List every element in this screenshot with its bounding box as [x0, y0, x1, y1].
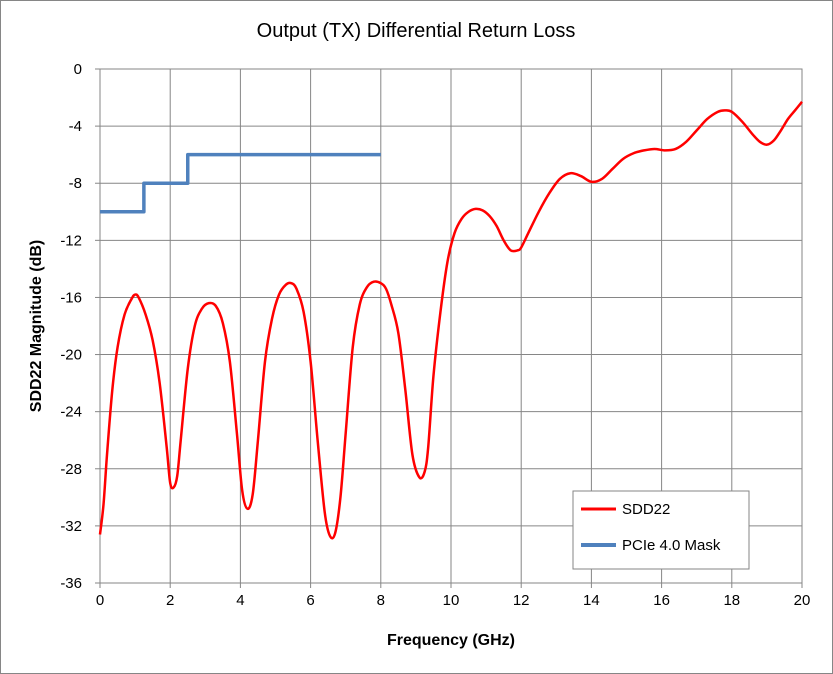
x-tick-label: 20	[794, 592, 811, 609]
y-tick-label: -8	[69, 175, 82, 192]
x-tick-label: 6	[306, 592, 314, 609]
legend-label-pcie-mask: PCIe 4.0 Mask	[622, 537, 721, 554]
y-tick-label: 0	[74, 61, 82, 78]
x-tick-label: 14	[583, 592, 600, 609]
x-axis-label: Frequency (GHz)	[387, 632, 515, 649]
y-tick-label: -12	[60, 232, 82, 249]
x-tick-label: 10	[443, 592, 460, 609]
y-tick-label: -36	[60, 575, 82, 592]
y-tick-label: -4	[69, 118, 82, 135]
x-tick-label: 4	[236, 592, 244, 609]
x-tick-label: 18	[723, 592, 740, 609]
x-tick-label: 2	[166, 592, 174, 609]
series-line-sdd22	[98, 101, 803, 540]
y-axis-label: SDD22 Magnitude (dB)	[28, 240, 45, 412]
x-tick-label: 16	[653, 592, 670, 609]
legend-box	[572, 490, 750, 570]
series-line-pcie-mask	[100, 152, 381, 214]
series-layer	[98, 101, 803, 540]
legend: SDD22 PCIe 4.0 Mask	[572, 490, 750, 570]
axis-ticks: 0 2 4 6 8 10 12 14 16 18 20 0 -4 -8 -12 -16 -20 -24 -28 -32…	[60, 61, 810, 609]
y-tick-label: -32	[60, 518, 82, 535]
x-tick-label: 8	[377, 592, 385, 609]
y-tick-label: -20	[60, 347, 82, 364]
chart-title: Output (TX) Differential Return Loss	[257, 20, 576, 42]
y-tick-label: -16	[60, 289, 82, 306]
y-tick-label: -28	[60, 461, 82, 478]
legend-label-sdd22: SDD22	[622, 501, 670, 518]
x-tick-label: 0	[96, 592, 104, 609]
x-tick-label: 12	[513, 592, 530, 609]
y-tick-label: -24	[60, 404, 82, 421]
